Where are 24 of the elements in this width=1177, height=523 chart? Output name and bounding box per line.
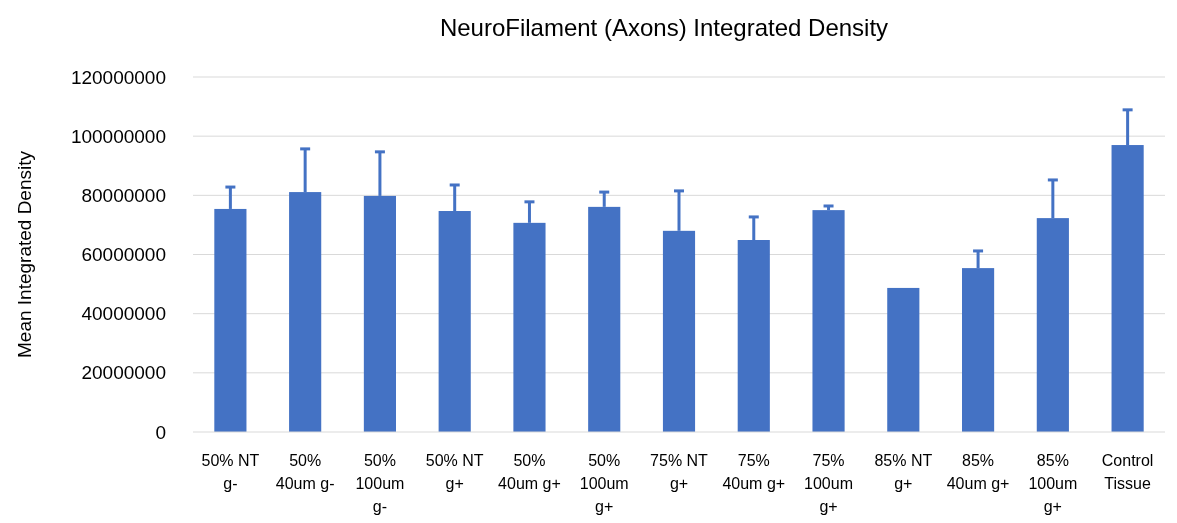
x-tick-label: 50% 40um g- — [275, 452, 335, 492]
bar — [812, 210, 845, 432]
x-tick-label: 75% 40um g+ — [722, 452, 786, 492]
x-tick-label: 75% 100um g+ — [804, 452, 853, 515]
y-tick-label: 0 — [155, 421, 166, 443]
y-tick-label: 100000000 — [70, 125, 166, 147]
y-tick-label: 40000000 — [81, 303, 166, 325]
y-axis-title: Mean Integrated Density — [14, 150, 35, 359]
x-tick-label: 50% 40um g+ — [498, 452, 561, 492]
x-tick-label: Control Tissue — [1101, 452, 1154, 492]
x-tick-label: 85% NT g+ — [874, 452, 933, 492]
chart-title: NeuroFilament (Axons) Integrated Density — [439, 14, 889, 41]
x-tick-label: 50% 100um g+ — [579, 452, 629, 515]
x-tick-label: 85% 100um g+ — [1028, 452, 1078, 515]
bar — [887, 287, 920, 432]
x-tick-label: 50% NT g- — [201, 452, 260, 492]
x-tick-label: 85% 40um g+ — [946, 452, 1010, 492]
y-tick-label: 80000000 — [81, 184, 166, 206]
y-tick-label: 60000000 — [81, 244, 166, 266]
y-tick-label: 120000000 — [70, 66, 166, 88]
x-tick-label: 50% NT g+ — [425, 452, 484, 492]
x-tick-label: 75% NT g+ — [650, 452, 709, 492]
y-tick-label: 20000000 — [81, 362, 166, 384]
x-tick-label: 50% 100um g- — [355, 452, 405, 515]
